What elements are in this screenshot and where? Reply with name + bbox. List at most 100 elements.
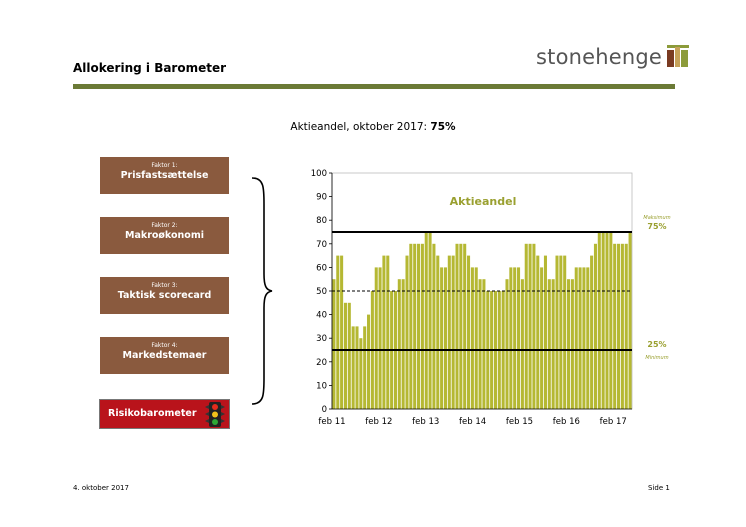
factor-1-number: Faktor 1: <box>151 162 178 169</box>
bar <box>463 243 467 409</box>
bar <box>470 267 474 409</box>
bar <box>355 326 359 409</box>
curly-brace <box>251 177 273 405</box>
subtitle-value: 75% <box>430 121 456 133</box>
bar <box>343 302 347 409</box>
bar <box>447 255 451 409</box>
bar <box>570 279 574 409</box>
y-tick-label: 30 <box>316 334 327 344</box>
bar <box>374 267 378 409</box>
min-label: 25% <box>647 340 666 349</box>
max-label: 75% <box>647 222 666 231</box>
factor-3-number: Faktor 3: <box>151 282 178 289</box>
allocation-chart: 0 10 20 30 40 50 60 70 80 90 100 feb 11 feb 12 feb 13… <box>311 169 671 427</box>
bar <box>605 232 609 409</box>
y-tick-label: 80 <box>316 216 327 226</box>
bar <box>578 267 582 409</box>
factor-1-label: Prisfastsættelse <box>120 170 209 181</box>
series-label: Aktieandel <box>450 195 517 208</box>
bar <box>405 255 409 409</box>
chart-subtitle: Aktieandel, oktober 2017: 75% <box>0 121 746 133</box>
bar <box>551 279 555 409</box>
bar <box>559 255 563 409</box>
bar <box>505 279 509 409</box>
bar <box>597 232 601 409</box>
bar <box>532 243 536 409</box>
y-tick-label: 0 <box>322 405 327 415</box>
bar <box>420 243 424 409</box>
factor-2-number: Faktor 2: <box>151 222 178 229</box>
x-tick-label: feb 11 <box>318 417 345 427</box>
x-tick-label: feb 16 <box>553 417 580 427</box>
bar <box>528 243 532 409</box>
bar <box>582 267 586 409</box>
bar <box>359 338 363 409</box>
bar <box>455 243 459 409</box>
bar <box>347 302 351 409</box>
bar <box>336 255 340 409</box>
stonehenge-logo: stonehenge <box>536 38 690 69</box>
bar <box>386 255 390 409</box>
bar <box>474 267 478 409</box>
bar <box>593 243 597 409</box>
bar <box>432 243 436 409</box>
bar <box>459 243 463 409</box>
bar <box>517 267 521 409</box>
bar <box>367 314 371 409</box>
bar <box>524 243 528 409</box>
factor-1-box: Faktor 1: Prisfastsættelse <box>100 157 229 194</box>
y-tick-label: 70 <box>316 240 327 250</box>
risk-barometer-box: Risikobarometer <box>99 399 230 429</box>
traffic-light-icon <box>205 402 225 427</box>
x-tick-label: feb 12 <box>365 417 392 427</box>
bar <box>409 243 413 409</box>
bar <box>382 255 386 409</box>
bar <box>555 255 559 409</box>
bar <box>397 279 401 409</box>
bar <box>424 232 428 409</box>
y-tick-label: 100 <box>311 169 327 179</box>
bar <box>601 232 605 409</box>
bar <box>351 326 355 409</box>
bar <box>443 267 447 409</box>
y-tick-label: 90 <box>316 193 327 203</box>
x-tick-label: feb 15 <box>506 417 533 427</box>
factor-4-number: Faktor 4: <box>151 342 178 349</box>
bar <box>613 243 617 409</box>
bar <box>467 255 471 409</box>
bar <box>478 279 482 409</box>
y-tick-label: 50 <box>316 287 327 297</box>
bar <box>586 267 590 409</box>
bar <box>513 267 517 409</box>
y-tick-label: 10 <box>316 381 327 391</box>
bar <box>417 243 421 409</box>
bar <box>482 279 486 409</box>
y-tick-label: 60 <box>316 263 327 273</box>
bar <box>363 326 367 409</box>
logo-text: stonehenge <box>536 45 663 69</box>
factor-4-box: Faktor 4: Markedstemaer <box>100 337 229 374</box>
bar <box>624 243 628 409</box>
factor-4-label: Markedstemaer <box>122 350 207 361</box>
slide-title: Allokering i Barometer <box>73 61 227 75</box>
bar <box>536 255 540 409</box>
header-rule <box>73 84 675 89</box>
max-note: Maksimum <box>643 215 670 221</box>
footer-date: 4. oktober 2017 <box>73 484 129 492</box>
bar <box>540 267 544 409</box>
bar <box>401 279 405 409</box>
bar <box>509 267 513 409</box>
factor-3-label: Taktisk scorecard <box>117 290 212 301</box>
x-tick-label: feb 13 <box>412 417 439 427</box>
bar <box>563 255 567 409</box>
stonehenge-icon <box>667 45 690 67</box>
factor-2-box: Faktor 2: Makroøkonomi <box>100 217 229 254</box>
bar <box>543 255 547 409</box>
subtitle-prefix: Aktieandel, oktober 2017: <box>290 121 431 133</box>
bar <box>567 279 571 409</box>
x-tick-label: feb 17 <box>600 417 627 427</box>
footer-page-number: Side 1 <box>648 484 670 492</box>
bar <box>617 243 621 409</box>
factor-2-label: Makroøkonomi <box>125 230 204 241</box>
bar <box>547 279 551 409</box>
